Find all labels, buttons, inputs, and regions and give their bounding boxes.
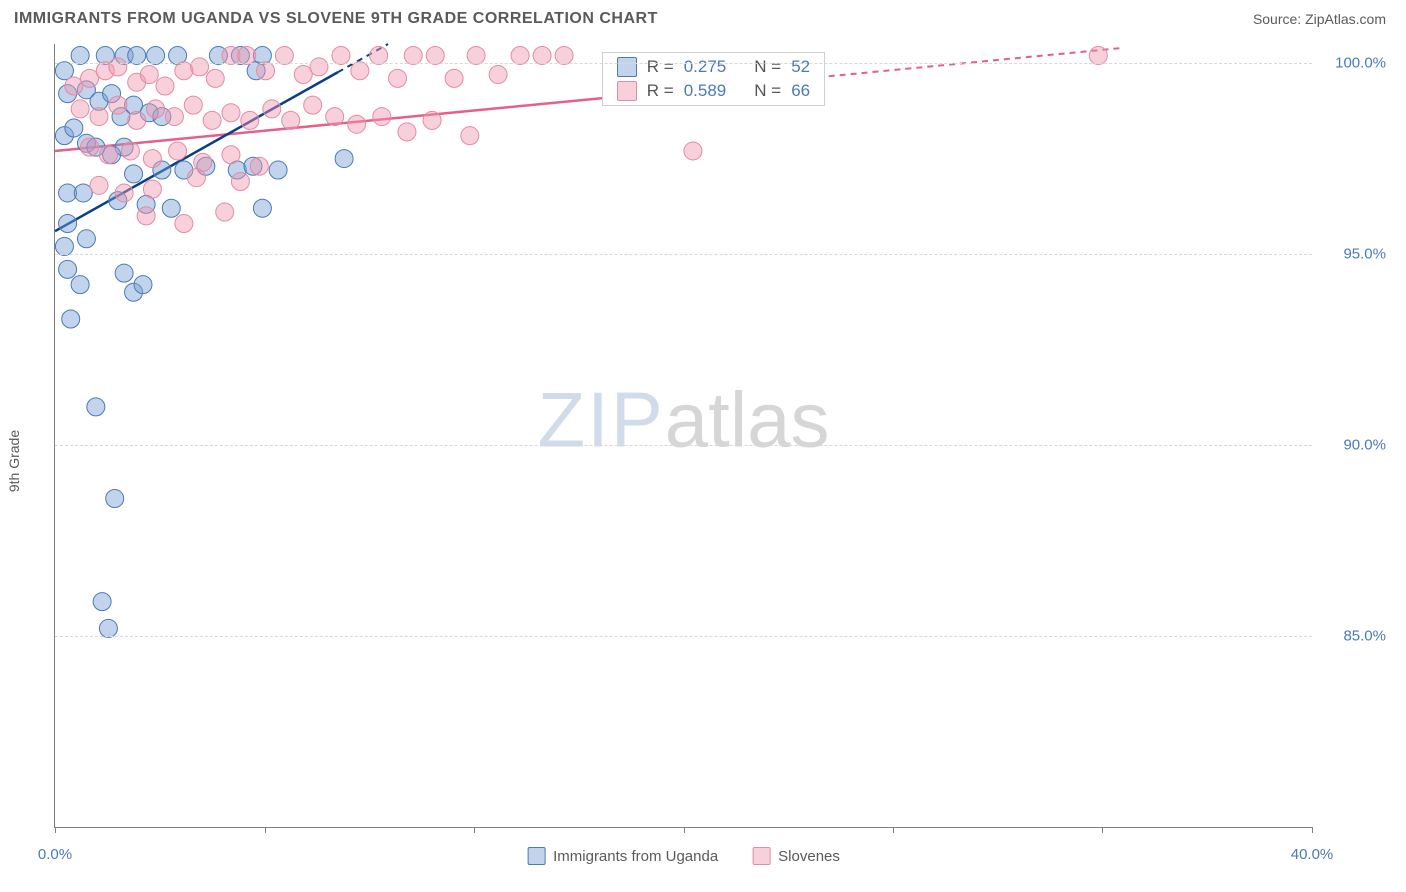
y-tick-label: 85.0%	[1343, 628, 1386, 645]
legend-item-series2: Slovenes	[752, 847, 840, 865]
correlation-stats-box: R = 0.275 N = 52 R = 0.589 N = 66	[602, 52, 825, 106]
n-value-series2: 66	[791, 81, 810, 101]
plot-area: ZIPatlas R = 0.275 N = 52 R = 0.589 N = …	[54, 44, 1312, 828]
y-tick-label: 100.0%	[1335, 55, 1386, 72]
source-label: Source: ZipAtlas.com	[1253, 11, 1386, 27]
y-axis-label: 9th Grade	[6, 430, 22, 492]
x-tick-label: 0.0%	[38, 846, 72, 863]
r-value-series1: 0.275	[684, 57, 727, 77]
chart-area: 9th Grade ZIPatlas R = 0.275 N = 52 R = …	[14, 44, 1392, 878]
r-value-series2: 0.589	[684, 81, 727, 101]
y-tick-label: 95.0%	[1343, 246, 1386, 263]
swatch-pink-icon	[617, 81, 637, 101]
legend-label-series1: Immigrants from Uganda	[553, 848, 718, 865]
n-value-series1: 52	[791, 57, 810, 77]
scatter-points-layer	[55, 44, 1312, 827]
legend: Immigrants from Uganda Slovenes	[527, 847, 840, 865]
stats-row-series2: R = 0.589 N = 66	[603, 79, 824, 103]
x-tick-label: 40.0%	[1291, 846, 1334, 863]
legend-item-series1: Immigrants from Uganda	[527, 847, 718, 865]
stats-row-series1: R = 0.275 N = 52	[603, 55, 824, 79]
y-tick-labels: 85.0% 90.0% 95.0% 100.0%	[1312, 44, 1392, 828]
swatch-blue-icon	[617, 57, 637, 77]
legend-label-series2: Slovenes	[778, 848, 840, 865]
chart-title: IMMIGRANTS FROM UGANDA VS SLOVENE 9TH GR…	[14, 10, 658, 28]
swatch-pink-icon	[752, 847, 770, 865]
swatch-blue-icon	[527, 847, 545, 865]
y-tick-label: 90.0%	[1343, 437, 1386, 454]
